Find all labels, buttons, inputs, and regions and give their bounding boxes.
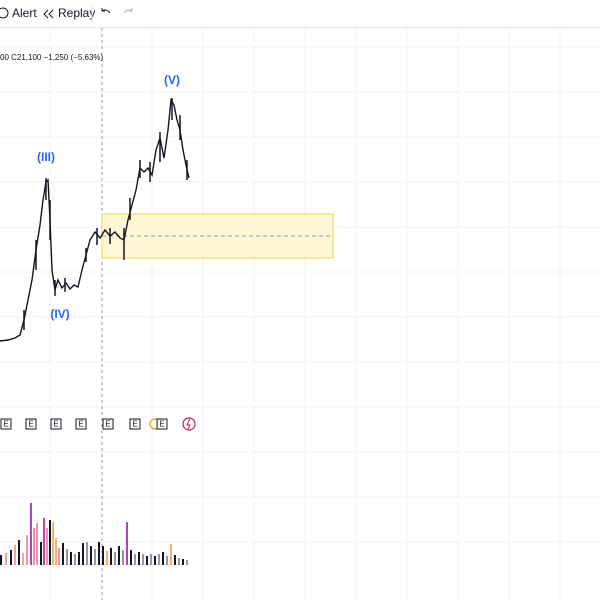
volume-bar [62, 543, 64, 565]
volume-bar [158, 554, 160, 565]
wave-label: (V) [164, 73, 180, 87]
event-label: E [28, 420, 33, 429]
volume-bar [106, 551, 108, 565]
volume-bar [94, 549, 96, 565]
volume-bar [46, 528, 48, 565]
replay-icon [43, 9, 54, 19]
candle-wicks [23, 98, 188, 330]
volume-bar [30, 503, 32, 565]
volume-bar [0, 555, 2, 565]
price-series [0, 97, 190, 342]
event-box[interactable] [129, 418, 141, 430]
volume-bar [86, 542, 88, 565]
volume-bar [150, 554, 152, 565]
volume-bar [126, 522, 128, 565]
volume-bar [52, 522, 54, 565]
volume-bar [166, 556, 168, 565]
volume-bar [90, 546, 92, 565]
event-box[interactable] [102, 418, 114, 430]
volume-bar [138, 552, 140, 565]
volume-bar [66, 549, 68, 565]
volume-bar [142, 554, 144, 565]
ohlc-legend: 00 C21,100 −1,250 (−5.63%) [0, 53, 104, 62]
volume-bar [162, 552, 164, 565]
volume-bar [70, 552, 72, 565]
volume-bar [122, 550, 124, 565]
volume-bar [186, 560, 188, 565]
alert-icon [0, 7, 9, 19]
volume-bar [49, 520, 51, 565]
volume-bar [58, 548, 60, 565]
volume-bar [134, 554, 136, 565]
volume-bar [10, 550, 12, 565]
volume-bar [182, 559, 184, 565]
volume-bar [98, 542, 100, 565]
toolbar: Alert Replay [0, 5, 133, 23]
volume-bar [178, 558, 180, 565]
event-label: E [159, 420, 164, 429]
event-label: E [78, 420, 83, 429]
grid [0, 28, 600, 600]
volume-bar [14, 545, 16, 565]
volume-bar [40, 542, 42, 565]
volume-bar [78, 552, 80, 565]
event-label: E [132, 420, 137, 429]
event-box[interactable] [0, 418, 12, 430]
event-box[interactable] [50, 418, 62, 430]
volume-bar [55, 538, 57, 565]
volume-bar [110, 548, 112, 565]
wave-label: (III) [37, 150, 55, 164]
volume-bars [0, 503, 188, 565]
volume-bar [102, 546, 104, 565]
volume-bar [33, 528, 35, 565]
volume-bar [154, 556, 156, 565]
alert-button[interactable]: Alert [12, 6, 37, 20]
event-box[interactable] [25, 418, 37, 430]
volume-bar [36, 523, 38, 565]
event-label: E [105, 420, 110, 429]
volume-bar [82, 543, 84, 565]
wave-label: (IV) [50, 307, 69, 321]
split-icon-bolt [186, 418, 191, 430]
volume-bar [114, 552, 116, 565]
event-box[interactable] [75, 418, 87, 430]
volume-bar [174, 555, 176, 565]
replay-button[interactable]: Replay [58, 6, 95, 20]
events-row: E E E E E E E [0, 417, 196, 431]
event-label: E [3, 420, 8, 429]
volume-bar [18, 540, 20, 565]
volume-bar [74, 554, 76, 565]
volume-bar [146, 556, 148, 565]
event-box[interactable] [156, 418, 168, 430]
volume-bar [118, 546, 120, 565]
redo-button[interactable] [123, 8, 133, 14]
volume-bar [26, 535, 28, 565]
volume-bar [22, 553, 24, 565]
volume-bar [170, 544, 172, 565]
undo-button[interactable] [101, 8, 111, 14]
volume-bar [5, 553, 7, 565]
split-icon[interactable] [182, 417, 196, 431]
event-label: E [53, 420, 58, 429]
volume-bar [130, 550, 132, 565]
volume-bar [43, 518, 45, 565]
